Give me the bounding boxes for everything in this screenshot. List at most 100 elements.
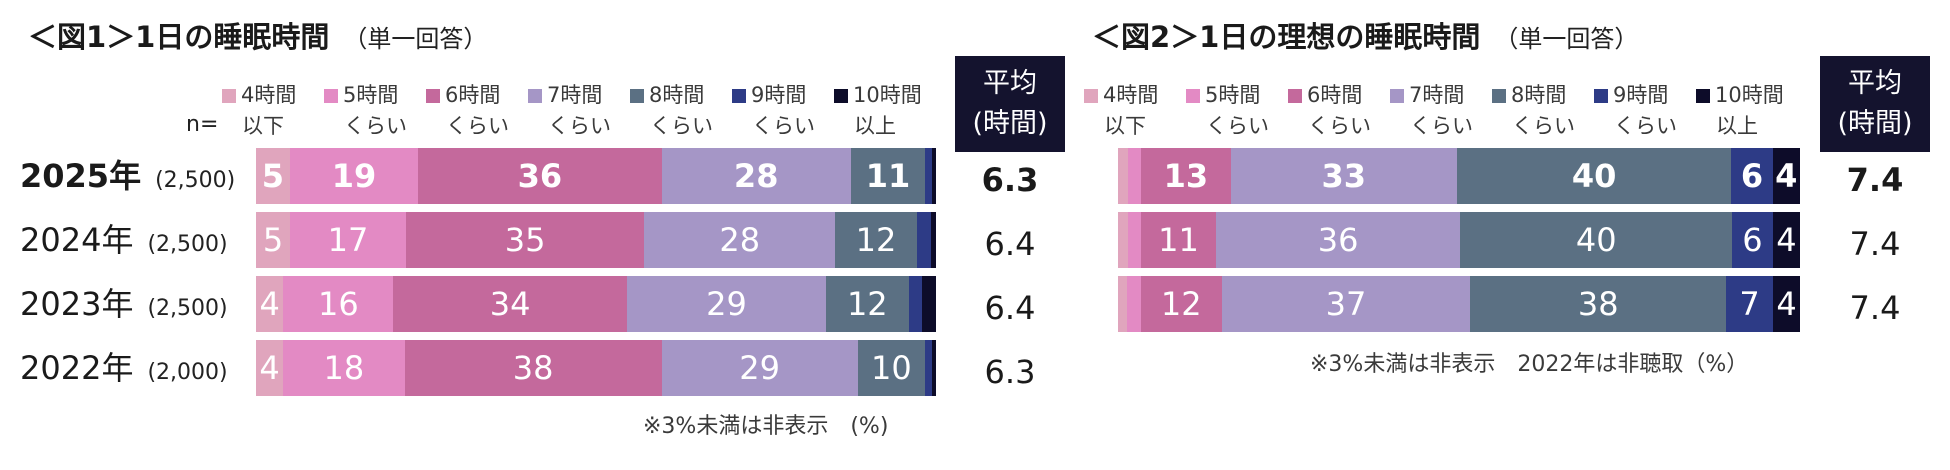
bar-segment: 4 <box>1772 148 1800 204</box>
bar-segment: 35 <box>405 212 645 268</box>
legend-swatch <box>1594 89 1608 103</box>
average-value: 7.4 <box>1849 289 1901 327</box>
stacked-bar: 13 33 40 6 4 <box>1118 148 1800 204</box>
average-header: 平均 (時間) <box>1820 56 1930 152</box>
data-label: 29 <box>706 285 747 323</box>
row-sample-size: (2,500) <box>147 232 228 257</box>
bar-segment: 4 <box>1773 276 1800 332</box>
legend-swatch <box>630 89 644 103</box>
legend-label-line-2: 以下 <box>242 114 284 138</box>
bar-segment <box>930 212 936 268</box>
data-label: 28 <box>719 221 761 259</box>
legend-label-line-1: 6時間 <box>426 80 536 111</box>
row-year-label: 2023年 <box>20 285 134 323</box>
average-header-line-1: 平均 <box>1848 68 1902 99</box>
data-label: 4 <box>259 285 280 323</box>
bar-segment: 29 <box>661 340 858 396</box>
row-sample-size: (2,000) <box>147 360 228 385</box>
legend-label-line-2: くらい <box>1512 114 1575 138</box>
bar-segment: 10 <box>857 340 926 396</box>
data-label: 13 <box>1163 157 1209 195</box>
bar-segment: 5 <box>256 148 290 204</box>
average-value: 7.4 <box>1849 225 1901 263</box>
data-label: 37 <box>1325 285 1367 323</box>
bar-segment <box>916 212 931 268</box>
bar-segment <box>931 148 936 204</box>
legend-label-text: 5時間 <box>1205 83 1261 107</box>
legend-label-line-2: くらい <box>548 114 611 138</box>
legend-label-line-1: 8時間 <box>630 80 740 111</box>
bar-segment: 13 <box>1141 148 1231 204</box>
chart-title-text: ＜図2＞1日の理想の睡眠時間 <box>1092 20 1481 54</box>
bar-segment <box>1127 148 1142 204</box>
bar-segment: 4 <box>1772 212 1800 268</box>
chart-subtitle: （単一回答） <box>1494 25 1639 53</box>
data-label: 5 <box>261 157 285 195</box>
legend-label-text: 7時間 <box>547 83 603 107</box>
legend-item: 5時間くらい <box>1186 80 1296 142</box>
legend-swatch <box>732 89 746 103</box>
legend-label-line-1: 6時間 <box>1288 80 1398 111</box>
data-label: 16 <box>318 285 359 323</box>
data-label: 6 <box>1740 157 1764 195</box>
chart-title: ＜図2＞1日の理想の睡眠時間 （単一回答） <box>1092 14 1638 56</box>
legend-item: 6時間 くらい <box>426 80 536 142</box>
legend-label-line-1: 7時間 <box>1390 80 1500 111</box>
average-value: 6.4 <box>984 225 1036 263</box>
legend-label-text: 7時間 <box>1409 83 1465 107</box>
bar-segment: 12 <box>1140 276 1222 332</box>
bar-segment <box>1118 276 1128 332</box>
legend-label-line-2: くらい <box>1614 114 1677 138</box>
row-label: 2025年 (2,500) <box>20 143 235 209</box>
legend-label-text: 9時間 <box>751 83 807 107</box>
legend-swatch <box>1390 89 1404 103</box>
chart-subtitle: （単一回答） <box>343 25 488 53</box>
bar-segment <box>908 276 923 332</box>
data-label: 40 <box>1575 221 1617 259</box>
row-sample-size: (2,500) <box>155 168 236 193</box>
legend-item: 4時間 以下 <box>1084 80 1194 142</box>
bar-segment: 29 <box>626 276 827 332</box>
row-label: 2022年 (2,000) <box>20 335 228 401</box>
data-label: 12 <box>1160 285 1202 323</box>
legend-item: 8時間くらい <box>630 80 740 142</box>
legend-label-line-2: くらい <box>752 114 815 138</box>
bar-segment: 38 <box>1470 276 1726 332</box>
stacked-bar: 4 18 38 29 10 <box>256 340 936 396</box>
data-label: 28 <box>733 157 779 195</box>
legend-label-line-2: くらい <box>650 114 713 138</box>
data-label: 36 <box>517 157 563 195</box>
data-label: 19 <box>331 157 377 195</box>
legend-label-text: 10時間 <box>853 83 922 107</box>
bar-segment: 19 <box>289 148 419 204</box>
bar-segment: 6 <box>1731 148 1773 204</box>
legend-swatch <box>324 89 338 103</box>
legend-label-line-1: 5時間 <box>324 80 434 111</box>
legend-label-text: 4時間 <box>1103 83 1159 107</box>
row-label: 2023年 (2,500) <box>20 271 228 337</box>
bar-segment: 7 <box>1726 276 1774 332</box>
data-label: 5 <box>262 221 284 259</box>
bar-segment: 17 <box>290 212 406 268</box>
chart-title-text: ＜図1＞1日の睡眠時間 <box>28 20 330 54</box>
bar-segment: 28 <box>644 212 836 268</box>
data-label: 10 <box>871 349 912 387</box>
legend-item: 7時間 くらい <box>1390 80 1500 142</box>
chart-note: ※3%未満は非表示 (%) <box>643 414 889 439</box>
data-label: 4 <box>1775 157 1798 195</box>
data-label: 38 <box>1577 285 1619 323</box>
legend-label-line-2: くらい <box>1308 114 1371 138</box>
row-sample-size: (2,500) <box>147 296 228 321</box>
data-label: 6 <box>1742 221 1763 259</box>
legend-label-text: 4時間 <box>241 83 297 107</box>
legend-swatch <box>528 89 542 103</box>
bar-segment <box>1118 212 1128 268</box>
average-value: 6.3 <box>984 353 1036 391</box>
legend-label-text: 10時間 <box>1715 83 1784 107</box>
data-label: 4 <box>1776 221 1797 259</box>
data-label: 12 <box>846 285 888 323</box>
legend-label-line-1: 9時間 <box>732 80 842 111</box>
bar-segment: 36 <box>1215 212 1461 268</box>
legend-label-line-2: くらい <box>1206 114 1269 138</box>
legend-label-line-1: 7時間 <box>528 80 638 111</box>
